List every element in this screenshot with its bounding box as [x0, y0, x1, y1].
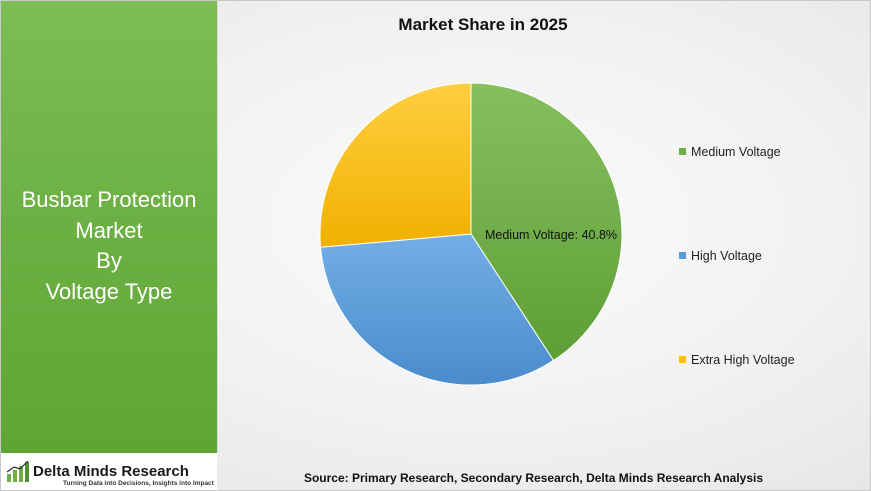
legend-item-extra-high-voltage: Extra High Voltage	[679, 353, 795, 369]
side-panel: Busbar Protection Market By Voltage Type	[1, 1, 218, 453]
panel-title-line: Busbar Protection	[21, 187, 197, 212]
legend-item-medium-voltage: Medium Voltage	[679, 145, 781, 161]
panel-title-line: Voltage Type	[45, 278, 173, 304]
panel-title-line: By	[96, 248, 122, 273]
legend-swatch	[679, 356, 686, 363]
logo: Delta Minds Research Turning Data into D…	[1, 453, 217, 490]
legend-label: High Voltage	[691, 249, 762, 263]
data-label-medium-voltage: Medium Voltage: 40.8%	[485, 228, 617, 242]
pie-slice-extra-high-voltage	[319, 82, 472, 248]
panel-title-line: Market	[75, 217, 143, 243]
logo-name: Delta Minds Research	[33, 463, 189, 480]
legend-swatch	[679, 252, 686, 259]
legend-label: Medium Voltage	[691, 145, 781, 159]
pie-slice-high-voltage	[320, 233, 555, 386]
logo-tagline: Turning Data into Decisions, Insights in…	[63, 480, 214, 487]
panel-title: Busbar Protection Market By Voltage Type	[1, 185, 217, 307]
legend-swatch	[679, 148, 686, 155]
bar-chart-icon	[6, 461, 29, 482]
chart-title: Market Share in 2025	[398, 15, 568, 34]
source-note: Source: Primary Research, Secondary Rese…	[303, 471, 764, 485]
legend-item-high-voltage: High Voltage	[679, 249, 762, 265]
legend-label: Extra High Voltage	[691, 353, 795, 367]
